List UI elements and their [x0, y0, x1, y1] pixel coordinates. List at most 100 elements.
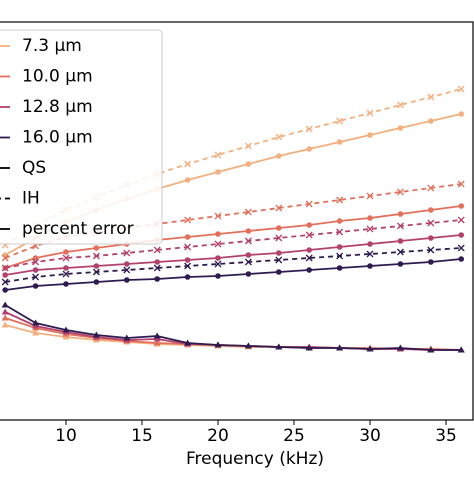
legend-label: percent error	[22, 219, 134, 239]
point	[184, 274, 191, 280]
point	[32, 329, 40, 336]
point	[184, 262, 192, 270]
point	[214, 212, 222, 220]
point	[275, 133, 283, 141]
point	[305, 125, 313, 133]
ih-line	[5, 247, 462, 283]
point	[184, 243, 192, 251]
point	[276, 225, 282, 231]
point	[458, 256, 465, 262]
point	[457, 180, 465, 188]
point	[153, 264, 161, 272]
plot-area	[1, 85, 465, 353]
point	[244, 258, 252, 266]
point	[2, 287, 8, 293]
point	[397, 238, 404, 244]
point	[396, 222, 404, 230]
point	[62, 254, 70, 262]
x-axis-label: Frequency (kHz)	[186, 449, 324, 469]
point	[336, 196, 344, 204]
point	[336, 344, 344, 351]
point	[215, 231, 221, 237]
x-tick-label: 15	[131, 426, 153, 446]
x-tick-label: 10	[55, 426, 77, 446]
point	[397, 211, 404, 217]
point	[245, 161, 252, 167]
point	[276, 250, 282, 256]
point	[428, 207, 434, 213]
point	[367, 241, 373, 247]
point	[153, 339, 161, 346]
point	[367, 263, 373, 269]
point	[305, 344, 313, 351]
point	[427, 184, 435, 192]
point	[396, 344, 404, 351]
point	[457, 216, 465, 224]
point	[93, 263, 100, 269]
point	[275, 204, 283, 212]
point	[458, 203, 465, 209]
point	[92, 331, 100, 338]
x-tick-label: 20	[207, 426, 229, 446]
point	[305, 200, 313, 208]
point	[396, 101, 404, 109]
point	[396, 188, 404, 196]
point	[244, 208, 252, 216]
point	[245, 271, 252, 277]
point	[275, 234, 283, 242]
legend-label: 12.8 μm	[22, 97, 93, 117]
point	[244, 342, 252, 349]
point	[336, 265, 343, 271]
point	[215, 169, 221, 175]
point	[184, 216, 192, 224]
point	[306, 247, 313, 253]
point	[93, 245, 100, 251]
point	[427, 93, 435, 101]
point	[123, 334, 131, 341]
point	[214, 341, 222, 348]
ih-line	[4, 219, 462, 269]
qs-line	[4, 205, 462, 269]
point	[457, 346, 465, 353]
point	[153, 332, 161, 339]
point	[336, 228, 344, 236]
point	[1, 314, 9, 321]
point	[123, 249, 131, 257]
qs-line	[5, 234, 462, 276]
point	[62, 270, 70, 278]
point	[305, 231, 313, 239]
point	[184, 339, 192, 346]
point	[306, 267, 313, 273]
point	[63, 281, 69, 287]
point	[428, 118, 434, 124]
point	[276, 269, 282, 275]
point	[32, 255, 39, 261]
point	[457, 85, 465, 93]
point	[428, 259, 434, 265]
point	[214, 240, 222, 248]
plot-frame	[0, 21, 474, 421]
legend-label: QS	[22, 158, 46, 178]
point	[32, 283, 39, 289]
point	[214, 151, 222, 159]
point	[305, 254, 313, 262]
point	[336, 218, 343, 224]
ih-line	[4, 88, 462, 246]
point	[336, 252, 344, 260]
point	[366, 345, 374, 352]
point	[428, 235, 434, 241]
point	[427, 246, 435, 254]
point	[275, 343, 283, 350]
point	[123, 261, 130, 267]
point	[93, 279, 100, 285]
point	[123, 266, 131, 274]
point	[92, 252, 100, 260]
qs-line	[5, 258, 462, 291]
point	[366, 109, 374, 117]
point	[63, 265, 69, 271]
point	[153, 246, 161, 254]
point	[1, 264, 9, 272]
point	[154, 259, 160, 265]
point	[275, 256, 283, 264]
